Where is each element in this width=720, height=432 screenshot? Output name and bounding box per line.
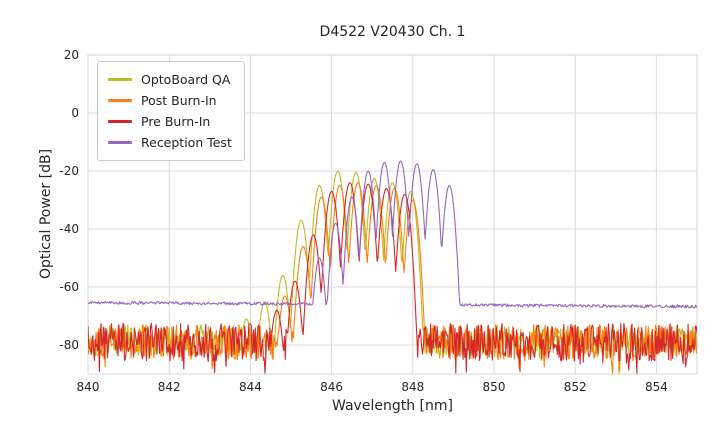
- legend-swatch-optoboard-qa: [108, 78, 132, 81]
- x-tick-label: 846: [320, 380, 343, 394]
- legend-item-optoboard-qa: OptoBoard QA: [108, 69, 232, 90]
- legend-label: Reception Test: [141, 135, 232, 150]
- legend-swatch-reception-test: [108, 141, 132, 144]
- x-tick-label: 850: [483, 380, 506, 394]
- y-tick-label: -60: [59, 280, 79, 294]
- plot-border: [87, 54, 698, 375]
- x-tick-label: 854: [645, 380, 668, 394]
- x-axis-label: Wavelength [nm]: [332, 398, 453, 414]
- legend-swatch-pre-burn-in: [108, 120, 132, 123]
- x-tick-label: 848: [401, 380, 424, 394]
- legend: OptoBoard QA Post Burn-In Pre Burn-In Recep…: [97, 61, 245, 161]
- series-line-reception-test: [88, 160, 697, 309]
- chart-title: D4522 V20430 Ch. 1: [319, 24, 466, 40]
- legend-label: OptoBoard QA: [141, 72, 231, 87]
- y-tick-label: -40: [59, 222, 79, 236]
- legend-item-pre-burn-in: Pre Burn-In: [108, 111, 232, 132]
- y-tick-label: 0: [71, 106, 79, 120]
- series-line-pre-burn-in: [88, 182, 697, 374]
- y-axis-label: Optical Power [dB]: [38, 148, 54, 280]
- legend-label: Post Burn-In: [141, 93, 217, 108]
- y-tick-label: -20: [59, 164, 79, 178]
- x-tick-label: 840: [77, 380, 100, 394]
- legend-swatch-post-burn-in: [108, 99, 132, 102]
- x-tick-label: 844: [239, 380, 262, 394]
- x-tick-label: 842: [158, 380, 181, 394]
- y-tick-label: -80: [59, 338, 79, 352]
- legend-label: Pre Burn-In: [141, 114, 211, 129]
- x-tick-label: 852: [564, 380, 587, 394]
- y-tick-label: 20: [64, 48, 79, 62]
- legend-item-reception-test: Reception Test: [108, 132, 232, 153]
- legend-item-post-burn-in: Post Burn-In: [108, 90, 232, 111]
